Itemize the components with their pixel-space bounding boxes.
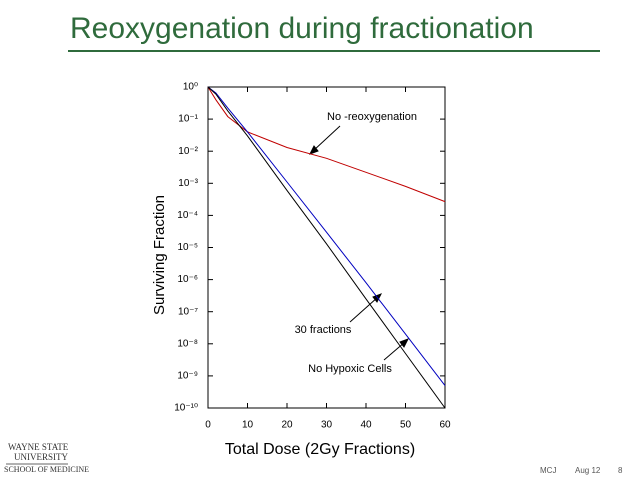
y-tick-label: 10⁻³ [178,178,198,189]
logo-text: SCHOOL OF MEDICINE [4,465,89,474]
annotation-arrows [308,125,410,361]
y-tick-label: 10⁻⁷ [178,306,198,317]
y-axis-label: Surviving Fraction [151,195,168,315]
x-axis-label: Total Dose (2Gy Fractions) [225,441,415,458]
y-tick-label: 10⁻⁹ [177,371,198,382]
y-tick-label: 10⁰ [183,82,198,93]
y-tick-label: 10⁻⁸ [177,338,198,349]
logo-text: WAYNE STATE [8,442,69,452]
y-tick-label: 10⁻² [178,146,198,157]
footer-page: 8 [618,466,623,475]
series-line [207,86,446,409]
plot-frame [207,86,446,409]
annotation: No Hypoxic Cells [308,363,392,375]
series-line [207,86,446,203]
logo-text: UNIVERSITY [14,452,68,462]
footer-date: Aug 12 [575,466,601,475]
x-tick-label: 40 [360,420,372,431]
x-tick-label: 0 [205,420,211,431]
annotation: No -reoxygenation [327,111,417,123]
y-tick-label: 10⁻¹ [178,114,198,125]
y-tick-label: 10⁻⁵ [177,242,198,253]
x-tick-label: 30 [321,420,333,431]
y-tick-label: 10⁻¹⁰ [174,403,198,414]
footer-author: MCJ [540,466,556,475]
x-tick-label: 60 [439,420,451,431]
slide-title: Reoxygenation during fractionation [70,12,534,45]
y-tick-label: 10⁻⁶ [177,274,198,285]
x-tick-label: 20 [281,420,293,431]
y-tick-label: 10⁻⁴ [177,210,198,221]
annotation: 30 fractions [295,324,352,336]
series-line [207,86,446,386]
x-tick-label: 50 [400,420,412,431]
x-tick-label: 10 [242,420,254,431]
